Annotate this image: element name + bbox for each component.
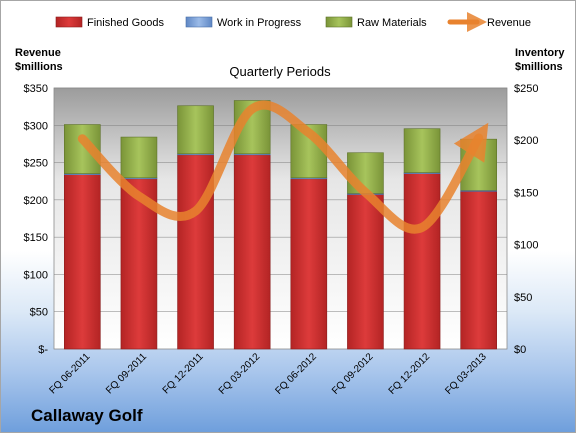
company-name: Callaway Golf xyxy=(31,406,143,425)
right-tick-label: $0 xyxy=(514,344,526,356)
right-tick-label: $150 xyxy=(514,187,538,199)
x-tick-label: FQ 03-2013 xyxy=(443,351,489,397)
left-axis-ticks: $- $50 $100 $150 $200 $250 $300 $350 xyxy=(24,83,49,356)
left-tick-label: $50 xyxy=(30,307,48,319)
x-tick-label: FQ 06-2011 xyxy=(47,351,92,396)
revenue-line xyxy=(77,100,489,234)
legend-swatch-raw-materials xyxy=(325,16,353,28)
legend-label-work-in-progress: Work in Progress xyxy=(217,17,302,29)
bars xyxy=(64,100,497,350)
legend-label-revenue: Revenue xyxy=(487,17,531,29)
left-tick-label: $- xyxy=(38,344,48,356)
bar-finished-goods xyxy=(460,191,497,350)
bar-raw-materials xyxy=(403,128,441,173)
right-tick-label: $250 xyxy=(514,83,538,95)
legend-swatch-work-in-progress xyxy=(185,16,213,28)
right-tick-label: $100 xyxy=(514,240,538,252)
bar-raw-materials xyxy=(120,136,158,179)
left-tick-label: $350 xyxy=(24,83,48,95)
left-tick-label: $300 xyxy=(24,120,48,132)
left-axis-title-line2: $millions xyxy=(15,61,63,73)
right-axis-title-line2: $millions xyxy=(515,61,563,73)
left-tick-label: $250 xyxy=(24,158,48,170)
right-axis-ticks: $0 $50 $100 $150 $200 $250 xyxy=(514,83,538,356)
x-tick-label: FQ 06-2012 xyxy=(273,351,319,397)
left-tick-label: $100 xyxy=(24,269,48,281)
right-axis-title-line1: Inventory xyxy=(515,47,565,59)
x-tick-label: FQ 12-2012 xyxy=(387,351,433,397)
right-tick-label: $50 xyxy=(514,292,532,304)
left-tick-label: $200 xyxy=(24,195,48,207)
legend-label-raw-materials: Raw Materials xyxy=(357,17,427,29)
left-axis-title-line1: Revenue xyxy=(15,47,61,59)
legend: Finished Goods Work in Progress Raw Mate… xyxy=(55,12,531,32)
legend-label-finished-goods: Finished Goods xyxy=(87,17,165,29)
revenue-line-path xyxy=(77,100,489,234)
x-tick-label: FQ 03-2012 xyxy=(217,351,263,397)
x-tick-label: FQ 09-2012 xyxy=(330,351,376,397)
legend-swatch-finished-goods xyxy=(55,16,83,28)
x-axis-ticks: FQ 06-2011 FQ 09-2011 FQ 12-2011 FQ 03-2012… xyxy=(47,351,489,397)
bar-finished-goods xyxy=(347,194,384,350)
x-tick-label: FQ 12-2011 xyxy=(161,351,206,396)
bar-finished-goods xyxy=(233,154,271,350)
left-tick-label: $150 xyxy=(24,232,48,244)
bar-finished-goods xyxy=(64,174,101,350)
x-tick-label: FQ 09-2011 xyxy=(104,351,149,396)
bar-finished-goods xyxy=(290,178,328,350)
chart-title: Quarterly Periods xyxy=(229,64,331,79)
bar-raw-materials xyxy=(177,105,214,155)
right-tick-label: $200 xyxy=(514,135,538,147)
bar-finished-goods xyxy=(403,173,441,350)
